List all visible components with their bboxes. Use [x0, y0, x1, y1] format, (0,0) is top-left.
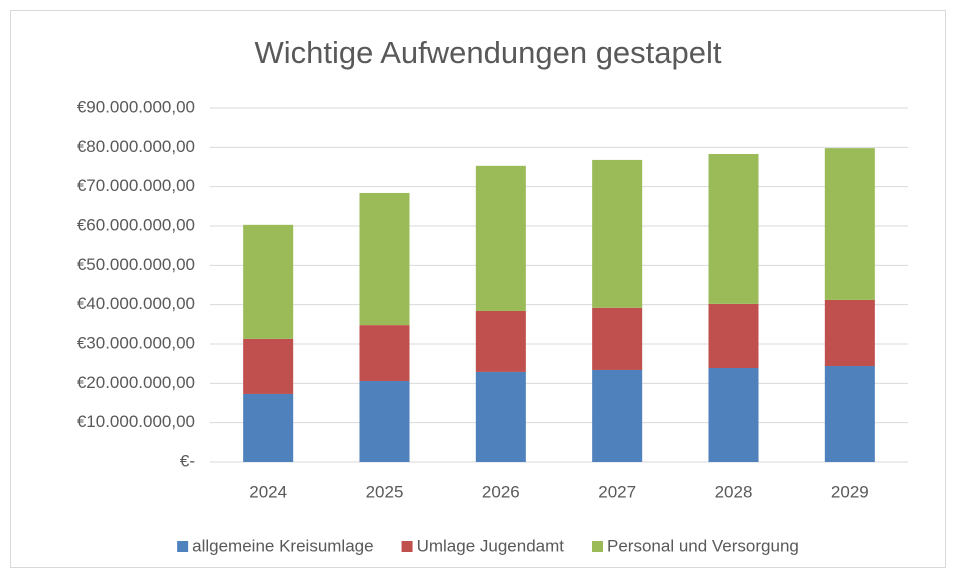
y-tick-label: €60.000.000,00: [77, 215, 195, 234]
legend-label: allgemeine Kreisumlage: [192, 536, 373, 555]
y-tick-label: €90.000.000,00: [77, 97, 195, 116]
bar-segment: [359, 380, 410, 462]
y-tick-label: €20.000.000,00: [77, 373, 195, 392]
bar-segment: [359, 325, 410, 381]
bar-segment: [359, 192, 410, 326]
bar-segment: [243, 393, 294, 462]
x-tick-label: 2027: [598, 482, 636, 501]
legend-label: Personal und Versorgung: [607, 536, 799, 555]
legend-swatch: [592, 541, 603, 552]
y-tick-label: €10.000.000,00: [77, 412, 195, 431]
bar-segment: [824, 148, 875, 300]
bar-segment: [475, 310, 526, 372]
x-tick-label: 2025: [366, 482, 404, 501]
x-tick-label: 2028: [715, 482, 753, 501]
x-tick-label: 2024: [249, 482, 287, 501]
bar-segment: [824, 299, 875, 367]
y-tick-label: €40.000.000,00: [77, 294, 195, 313]
y-tick-label: €30.000.000,00: [77, 333, 195, 352]
bar-segment: [708, 303, 759, 368]
bar-segment: [475, 371, 526, 462]
bar-segment: [592, 307, 643, 370]
x-tick-label: 2026: [482, 482, 520, 501]
bar-segment: [592, 159, 643, 308]
y-tick-label: €80.000.000,00: [77, 137, 195, 156]
legend-swatch: [177, 541, 189, 552]
bar-segment: [243, 224, 294, 339]
y-tick-label: €50.000.000,00: [77, 255, 195, 274]
legend-label: Umlage Jugendamt: [417, 536, 565, 555]
bar-segment: [243, 338, 294, 394]
bar-segment: [708, 154, 759, 304]
legend-swatch: [401, 541, 413, 552]
chart-title: Wichtige Aufwendungen gestapelt: [254, 35, 721, 70]
y-tick-label: €-: [180, 451, 195, 470]
x-tick-label: 2029: [831, 482, 869, 501]
bar-segment: [824, 366, 875, 462]
bar-segment: [475, 165, 526, 311]
y-tick-label: €70.000.000,00: [77, 176, 195, 195]
bar-segment: [592, 369, 643, 462]
bar-segment: [708, 367, 759, 462]
